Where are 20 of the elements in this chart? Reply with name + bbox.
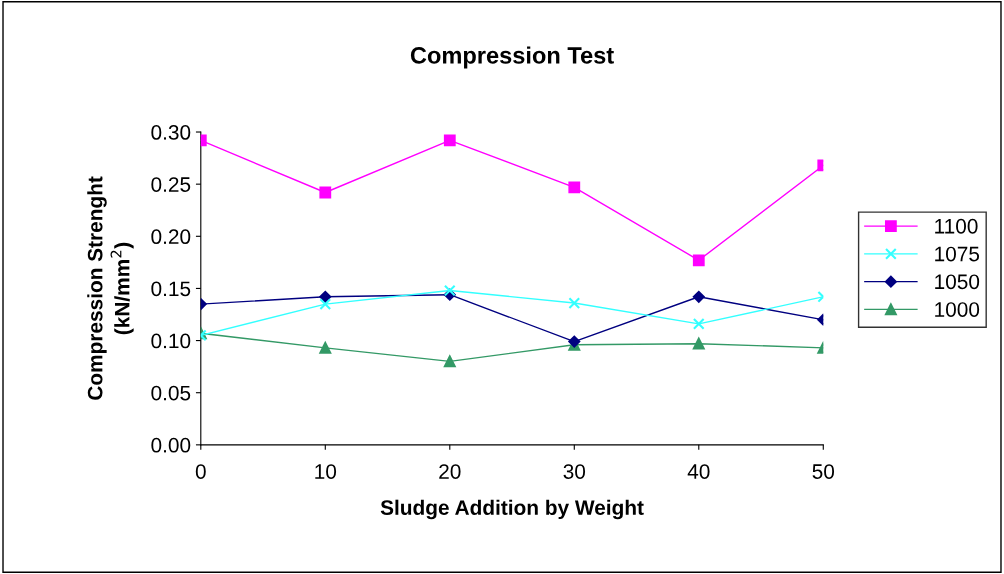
y-axis-title: Compression Strenght (kN/mm$^{2}$) bbox=[87, 176, 134, 400]
y-tick-label: 0.30 bbox=[151, 125, 191, 140]
x-tick-label: 0 bbox=[195, 464, 206, 479]
y-tick-label: 0.20 bbox=[151, 229, 191, 245]
chart-title: Compression Test bbox=[410, 46, 614, 69]
x-tick-label: 10 bbox=[315, 464, 337, 479]
y-tick-label: 0.15 bbox=[151, 281, 191, 297]
x-tick-label: 50 bbox=[812, 464, 835, 479]
y-tick-label: 0.05 bbox=[151, 385, 191, 401]
x-tick-label: 20 bbox=[439, 464, 461, 479]
legend-label: 1050 bbox=[935, 274, 980, 290]
y-tick-label: 0.00 bbox=[151, 437, 191, 453]
y-tick-label: 0.25 bbox=[151, 177, 191, 192]
legend-label: 1075 bbox=[935, 246, 980, 262]
x-tick-label: 40 bbox=[687, 464, 710, 479]
legend-label: 1000 bbox=[935, 302, 980, 317]
legend-label: 1100 bbox=[935, 218, 978, 234]
x-tick-label: 30 bbox=[563, 464, 586, 479]
y-tick-label: 0.10 bbox=[151, 333, 191, 349]
x-axis-title: Sludge Addition by Weight bbox=[380, 499, 644, 520]
